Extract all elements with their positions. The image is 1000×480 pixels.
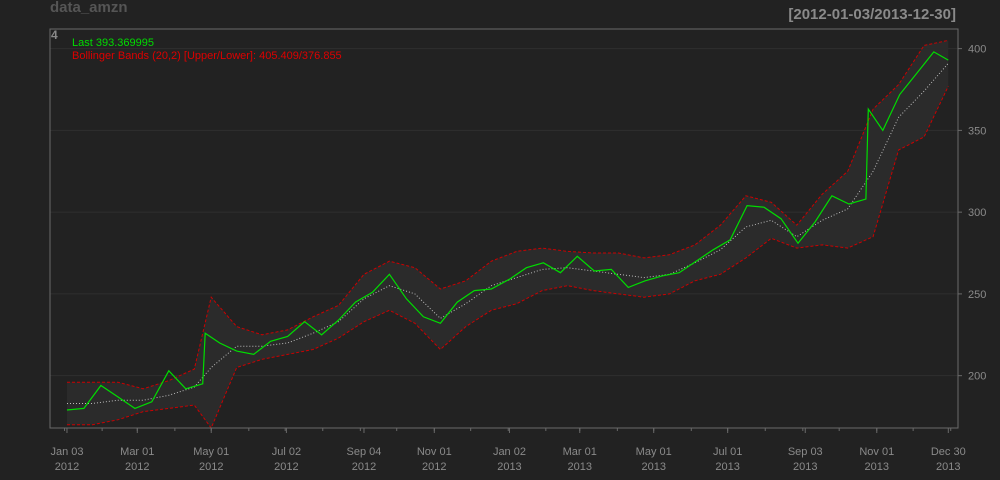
series-middle-band — [67, 62, 949, 404]
x-tick-label-year: 2012 — [274, 461, 298, 473]
x-tick-label-year: 2013 — [641, 461, 665, 473]
x-tick-label-month: Jan 03 — [50, 446, 83, 458]
x-tick-label-month: Nov 01 — [417, 446, 452, 458]
x-tick-label-year: 2012 — [422, 461, 446, 473]
plot-frame — [49, 28, 959, 429]
legend-last: Last 393.369995 — [72, 37, 154, 49]
series-last-price — [66, 51, 949, 411]
x-tick-label-year: 2013 — [865, 461, 889, 473]
y-tick-label: 400 — [968, 44, 986, 56]
y-tick-label: 200 — [968, 371, 986, 383]
band-fill — [67, 40, 949, 429]
y-tick-label: 300 — [968, 207, 986, 219]
bollinger-bands — [67, 39, 949, 430]
series-upper-band — [67, 39, 949, 390]
x-tick-label-year: 2012 — [55, 461, 79, 473]
axes: 200 250 300 350 400 Jan 03 2012 Mar 01 2012 May 0… — [49, 28, 986, 473]
y-tick-label: 250 — [968, 289, 986, 301]
x-tick-label-month: Sep 03 — [788, 446, 823, 458]
chart-title: data_amzn — [50, 0, 128, 16]
x-tick-label-month: May 01 — [193, 446, 229, 458]
price-series — [66, 51, 949, 411]
x-tick-label-year: 2013 — [568, 461, 592, 473]
legend: Last 393.369995 Bollinger Bands (20,2) [… — [72, 37, 342, 63]
x-tick-label-month: Dec 30 — [931, 446, 966, 458]
legend-bollinger: Bollinger Bands (20,2) [Upper/Lower]: 40… — [72, 50, 342, 62]
x-tick-label-year: 2013 — [793, 461, 817, 473]
x-tick-label-month: Mar 01 — [563, 446, 597, 458]
x-tick-label-month: May 01 — [636, 446, 672, 458]
panel-number: 4 — [51, 28, 58, 42]
x-tick-label-month: Jul 02 — [272, 446, 301, 458]
x-tick-label-year: 2012 — [199, 461, 223, 473]
date-range-label: [2012-01-03/2013-12-30] — [788, 6, 956, 23]
y-tick-label: 350 — [968, 125, 986, 137]
x-tick-label-month: Nov 01 — [859, 446, 894, 458]
x-tick-label-year: 2013 — [936, 461, 960, 473]
x-tick-label-year: 2012 — [125, 461, 149, 473]
series-lower-band — [67, 85, 949, 430]
x-tick-label-year: 2013 — [497, 461, 521, 473]
x-tick-label-year: 2012 — [352, 461, 376, 473]
x-tick-label-month: Sep 04 — [347, 446, 382, 458]
x-tick-label-month: Jul 01 — [713, 446, 742, 458]
x-tick-label-year: 2013 — [715, 461, 739, 473]
x-tick-label-month: Mar 01 — [120, 446, 154, 458]
x-tick-label-month: Jan 02 — [493, 446, 526, 458]
